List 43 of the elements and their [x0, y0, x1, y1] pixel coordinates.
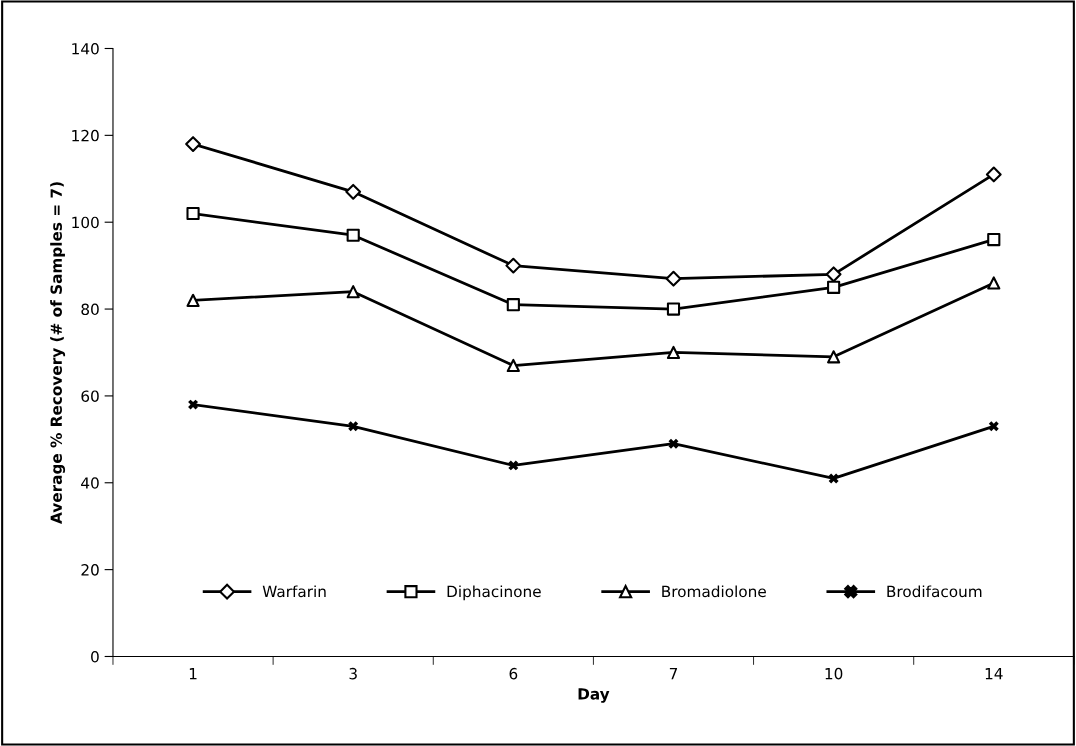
point [665, 270, 682, 287]
point [985, 166, 1002, 183]
point [345, 183, 362, 200]
point [666, 345, 681, 360]
x-tick-label: 14 [985, 668, 1003, 680]
y-axis-title: Average % Recovery (# of Samples = 7) [50, 182, 66, 524]
point [668, 438, 679, 449]
x-tick-label: 7 [669, 668, 678, 680]
y-tick-label: 80 [81, 303, 99, 316]
point [988, 421, 999, 432]
legend-label: Brodifacoum [887, 585, 982, 598]
x-tick-label: 3 [349, 667, 357, 680]
x-tick-label: 10 [825, 667, 843, 680]
point [185, 136, 201, 152]
point [346, 228, 360, 242]
x-axis-title: Day [578, 688, 610, 703]
point [506, 298, 520, 312]
x-tick-label: 1 [189, 668, 197, 680]
legend-label: Warfarin [262, 585, 326, 598]
point [506, 358, 520, 373]
point [827, 350, 841, 364]
point [508, 460, 519, 471]
point [825, 266, 842, 283]
point [346, 285, 360, 299]
point [188, 399, 199, 410]
y-tick-label: 140 [72, 42, 99, 55]
y-tick-label: 120 [72, 129, 99, 142]
x-tick-label: 6 [509, 667, 518, 680]
legend-label: Diphacinone [447, 585, 541, 601]
point [987, 232, 1001, 247]
point [186, 293, 200, 307]
y-tick-label: 20 [81, 564, 99, 576]
point [827, 280, 841, 294]
y-tick-label: 100 [72, 216, 99, 229]
point [186, 206, 200, 221]
point [987, 276, 1001, 290]
point [666, 302, 681, 316]
y-tick-label: 60 [81, 390, 99, 402]
y-tick-label: 40 [81, 477, 99, 489]
legend-label: Bromadiolone [662, 585, 766, 598]
y-tick-label: 0 [91, 650, 99, 663]
point [505, 257, 522, 274]
point [828, 473, 839, 484]
